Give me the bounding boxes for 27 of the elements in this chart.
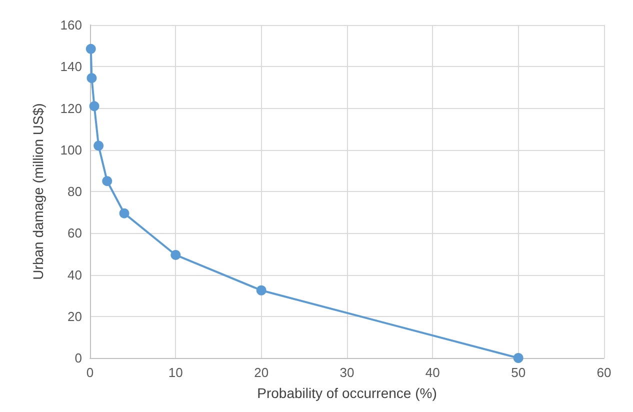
x-tick-label: 10 [168, 365, 183, 380]
y-tick-label: 140 [60, 59, 82, 74]
point [170, 250, 181, 260]
x-tick-label: 50 [511, 365, 526, 380]
y-tick-label: 40 [68, 267, 82, 282]
y-tick-label: 80 [68, 184, 82, 199]
y-tick-label: 60 [68, 226, 82, 241]
x-axis-title: Probability of occurrence (%) [257, 385, 437, 401]
point [86, 73, 97, 84]
y-axis-title: Urban damage (million US$) [30, 103, 46, 280]
y-tick-label: 100 [60, 142, 82, 158]
y-tick-label: 160 [60, 18, 82, 32]
point [86, 44, 96, 54]
point [513, 353, 524, 363]
point [119, 208, 130, 218]
x-tick-label: 30 [340, 365, 354, 380]
point [94, 140, 104, 151]
x-tick-label: 0 [86, 365, 94, 380]
x-tick-label: 60 [596, 365, 612, 380]
y-tick-label: 20 [68, 308, 82, 324]
point [256, 285, 266, 296]
x-tick-label: 20 [254, 365, 269, 380]
point [89, 101, 100, 112]
x-tick-label: 40 [425, 365, 440, 380]
y-tick-label: 120 [60, 100, 82, 116]
y-tick-label: 0 [74, 350, 82, 366]
point [102, 176, 112, 186]
